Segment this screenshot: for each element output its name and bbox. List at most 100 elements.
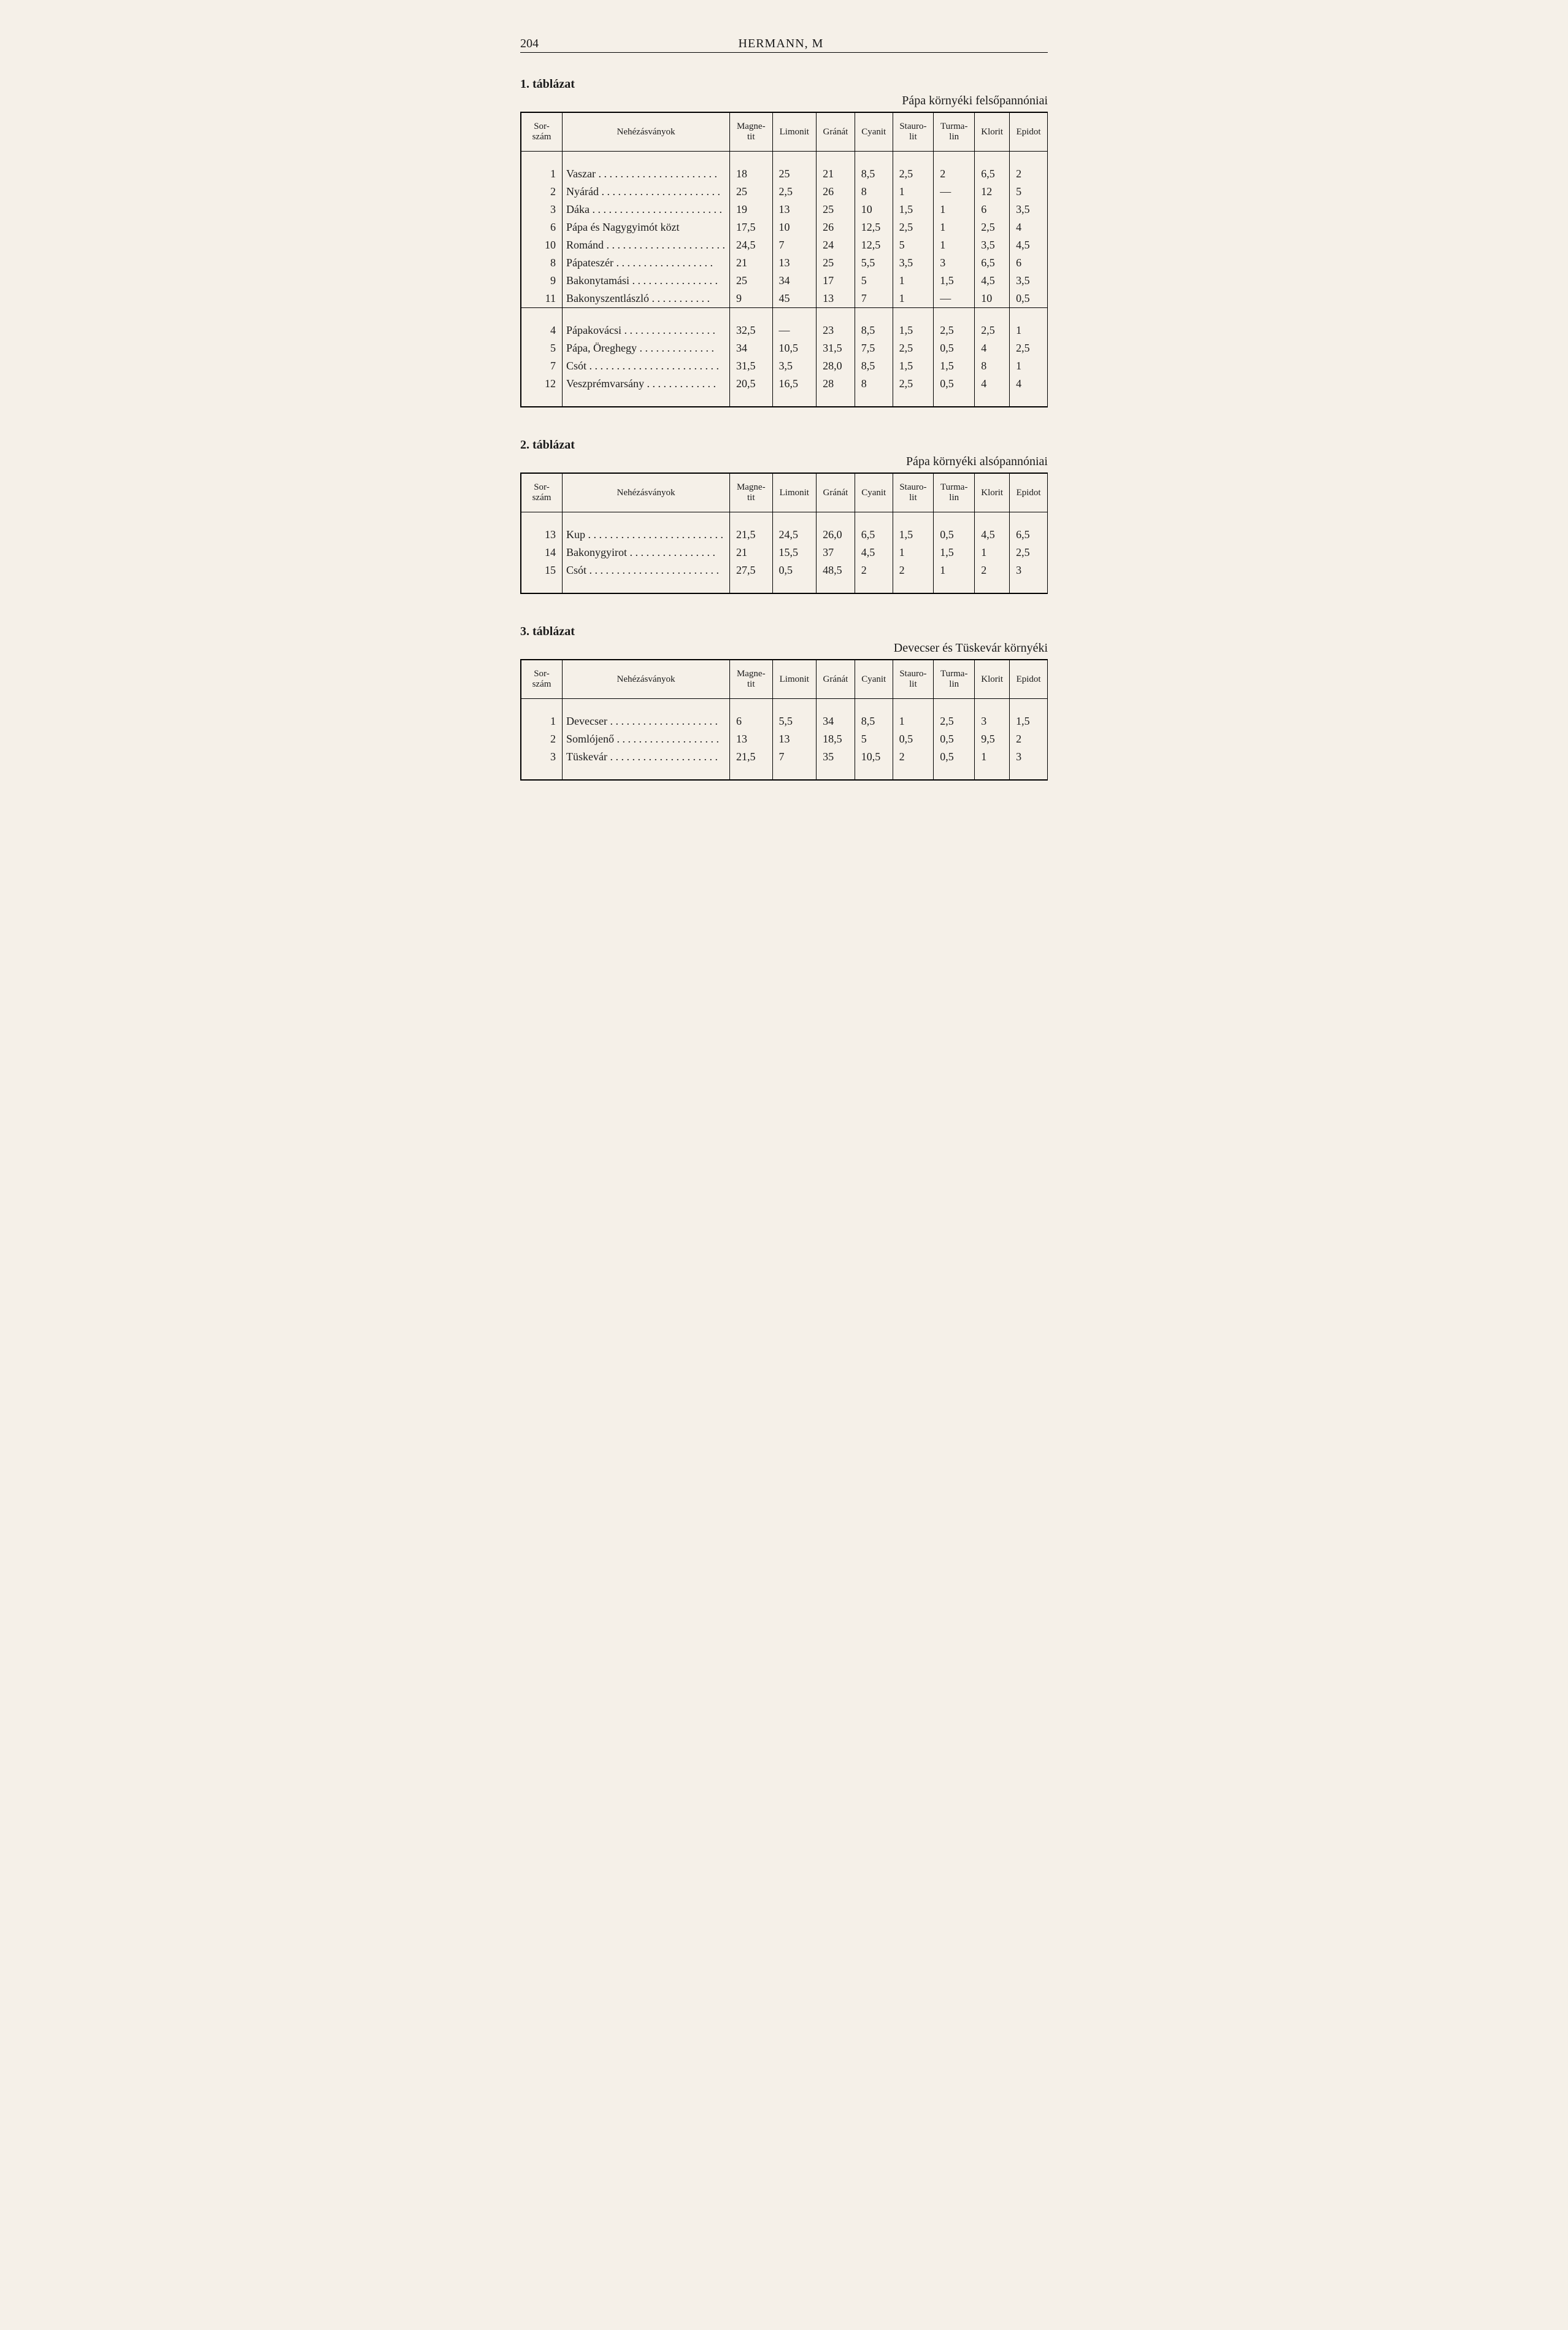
table-cell: 7 xyxy=(772,236,817,254)
table-cell: 24,5 xyxy=(730,236,773,254)
table-cell: Devecser . . . . . . . . . . . . . . . .… xyxy=(563,712,730,730)
table-cell: 7 xyxy=(855,290,893,308)
data-table: Sor-számNehézásványokMagne-titLimonitGrá… xyxy=(520,659,1048,781)
table-cell: 16,5 xyxy=(772,375,817,393)
table-cell: — xyxy=(934,183,975,201)
table-cell: 13 xyxy=(772,201,817,218)
table-cell: 13 xyxy=(817,290,855,308)
table-cell: 20,5 xyxy=(730,375,773,393)
table-cell: 13 xyxy=(772,254,817,272)
table-cell: 2 xyxy=(1010,730,1048,748)
table-cell: 21,5 xyxy=(730,526,773,544)
table-cell: 28,0 xyxy=(817,357,855,375)
table-cell: Pápateszér . . . . . . . . . . . . . . .… xyxy=(563,254,730,272)
table-cell: 12 xyxy=(975,183,1010,201)
table-cell: 3,5 xyxy=(975,236,1010,254)
table-cell: 4,5 xyxy=(975,526,1010,544)
table-cell: 26 xyxy=(817,218,855,236)
table-caption: Devecser és Tüskevár környéki xyxy=(520,641,1048,655)
table-cell: 10 xyxy=(975,290,1010,308)
column-header: Stauro-lit xyxy=(893,473,934,512)
table-cell: 1 xyxy=(934,201,975,218)
column-header: Stauro-lit xyxy=(893,112,934,152)
table-cell: 9 xyxy=(521,272,563,290)
table-cell: 0,5 xyxy=(772,561,817,579)
table-cell: Csót . . . . . . . . . . . . . . . . . .… xyxy=(563,561,730,579)
table-cell: 34 xyxy=(772,272,817,290)
table-cell: 2,5 xyxy=(975,218,1010,236)
table-row: 3Dáka . . . . . . . . . . . . . . . . . … xyxy=(521,201,1048,218)
column-header: Klorit xyxy=(975,660,1010,699)
table-title: 3. táblázat xyxy=(520,625,1048,639)
table-cell: 3 xyxy=(1010,561,1048,579)
table-cell: 2,5 xyxy=(934,712,975,730)
table-cell: 2,5 xyxy=(1010,339,1048,357)
table-cell: 2 xyxy=(1010,165,1048,183)
column-header: Magne-tit xyxy=(730,112,773,152)
column-header: Turma-lin xyxy=(934,473,975,512)
table-row: 10Románd . . . . . . . . . . . . . . . .… xyxy=(521,236,1048,254)
table-cell: 4,5 xyxy=(975,272,1010,290)
table-cell: 24,5 xyxy=(772,526,817,544)
data-table: Sor-számNehézásványokMagne-titLimonitGrá… xyxy=(520,112,1048,407)
column-header: Nehézásványok xyxy=(563,112,730,152)
page-header: 204 HERMANN, M xyxy=(520,37,1048,53)
table-cell: 4,5 xyxy=(1010,236,1048,254)
column-header: Gránát xyxy=(817,112,855,152)
table-caption: Pápa környéki alsópannóniai xyxy=(520,455,1048,469)
table-cell: 4 xyxy=(1010,218,1048,236)
table-block: 3. táblázat Devecser és Tüskevár környéki… xyxy=(520,625,1048,781)
table-cell: 13 xyxy=(772,730,817,748)
column-header: Klorit xyxy=(975,473,1010,512)
table-cell: 8,5 xyxy=(855,712,893,730)
table-cell: Bakonygyirot . . . . . . . . . . . . . .… xyxy=(563,544,730,561)
table-row: 9Bakonytamási . . . . . . . . . . . . . … xyxy=(521,272,1048,290)
table-cell: 12,5 xyxy=(855,218,893,236)
table-cell: 35 xyxy=(817,748,855,766)
table-cell: 27,5 xyxy=(730,561,773,579)
column-header: Limonit xyxy=(772,112,817,152)
table-row: 6Pápa és Nagygyimót közt17,5102612,52,51… xyxy=(521,218,1048,236)
table-cell: 19 xyxy=(730,201,773,218)
table-cell: 7,5 xyxy=(855,339,893,357)
table-cell: Bakonytamási . . . . . . . . . . . . . .… xyxy=(563,272,730,290)
table-cell: 1 xyxy=(975,544,1010,561)
table-cell: 1,5 xyxy=(1010,712,1048,730)
table-cell: 6,5 xyxy=(855,526,893,544)
table-cell: 15 xyxy=(521,561,563,579)
table-cell: 37 xyxy=(817,544,855,561)
column-header: Epidot xyxy=(1010,660,1048,699)
table-cell: 3 xyxy=(934,254,975,272)
table-cell: 2 xyxy=(934,165,975,183)
table-cell: 18,5 xyxy=(817,730,855,748)
table-cell: 8 xyxy=(521,254,563,272)
column-header: Sor-szám xyxy=(521,473,563,512)
table-cell: 1,5 xyxy=(934,357,975,375)
table-cell: — xyxy=(934,290,975,308)
table-cell: 11 xyxy=(521,290,563,308)
table-cell: 2 xyxy=(893,748,934,766)
column-header: Sor-szám xyxy=(521,660,563,699)
table-cell: 1 xyxy=(521,712,563,730)
column-header: Limonit xyxy=(772,660,817,699)
table-cell: 31,5 xyxy=(730,357,773,375)
table-cell: 1 xyxy=(893,272,934,290)
column-header: Epidot xyxy=(1010,112,1048,152)
table-row: 5Pápa, Öreghegy . . . . . . . . . . . . … xyxy=(521,339,1048,357)
table-cell: 25 xyxy=(730,272,773,290)
table-cell: 2 xyxy=(521,183,563,201)
column-header: Nehézásványok xyxy=(563,660,730,699)
table-cell: 2 xyxy=(893,561,934,579)
table-cell: 5,5 xyxy=(855,254,893,272)
column-header: Epidot xyxy=(1010,473,1048,512)
table-cell: 3,5 xyxy=(1010,272,1048,290)
table-cell: 1 xyxy=(1010,357,1048,375)
table-cell: 34 xyxy=(817,712,855,730)
table-cell: Veszprémvarsány . . . . . . . . . . . . … xyxy=(563,375,730,393)
table-cell: 12 xyxy=(521,375,563,393)
table-cell: Dáka . . . . . . . . . . . . . . . . . .… xyxy=(563,201,730,218)
table-cell: 21 xyxy=(817,165,855,183)
column-header: Nehézásványok xyxy=(563,473,730,512)
table-cell: 21 xyxy=(730,544,773,561)
table-block: 2. táblázatPápa környéki alsópannóniaiSo… xyxy=(520,438,1048,594)
